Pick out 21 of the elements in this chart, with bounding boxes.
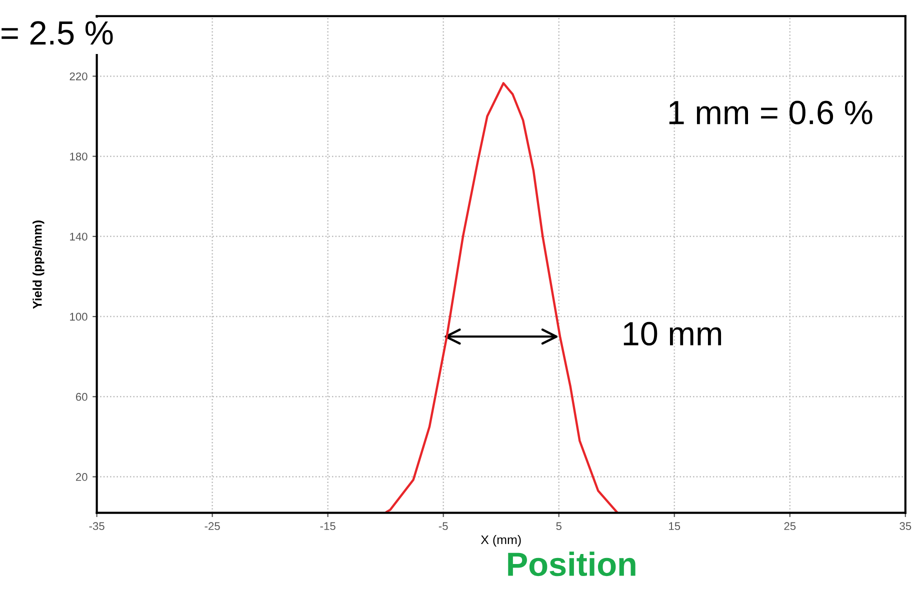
- x-tick-label: -35: [89, 522, 104, 530]
- x-tick-label: -5: [438, 522, 448, 530]
- x-tick-label: 15: [669, 522, 680, 530]
- x-tick-label: 5: [556, 522, 562, 530]
- y-tick-label: 20: [76, 473, 88, 481]
- x-tick-label: 25: [784, 522, 796, 530]
- y-tick-label: 60: [76, 392, 88, 401]
- line-series: [386, 82, 618, 513]
- y-tick-label: 220: [70, 72, 88, 80]
- x-tick-label: -25: [204, 522, 220, 530]
- x-axis-title: X (mm): [480, 534, 521, 547]
- y-tick-label: 140: [70, 232, 88, 241]
- annotation: 1 mm = 0.6 %: [669, 100, 872, 124]
- y-tick-label: 100: [70, 312, 88, 321]
- y-axis-title: Yield (pps/mm): [32, 220, 44, 309]
- annotation: = 2.5 %: [2, 21, 113, 45]
- x-tick-label: 35: [900, 522, 912, 530]
- annotation: 10 mm: [624, 322, 722, 346]
- x-tick-label: -15: [320, 522, 336, 530]
- y-tick-label: 180: [70, 152, 88, 160]
- text: Position: [508, 552, 636, 576]
